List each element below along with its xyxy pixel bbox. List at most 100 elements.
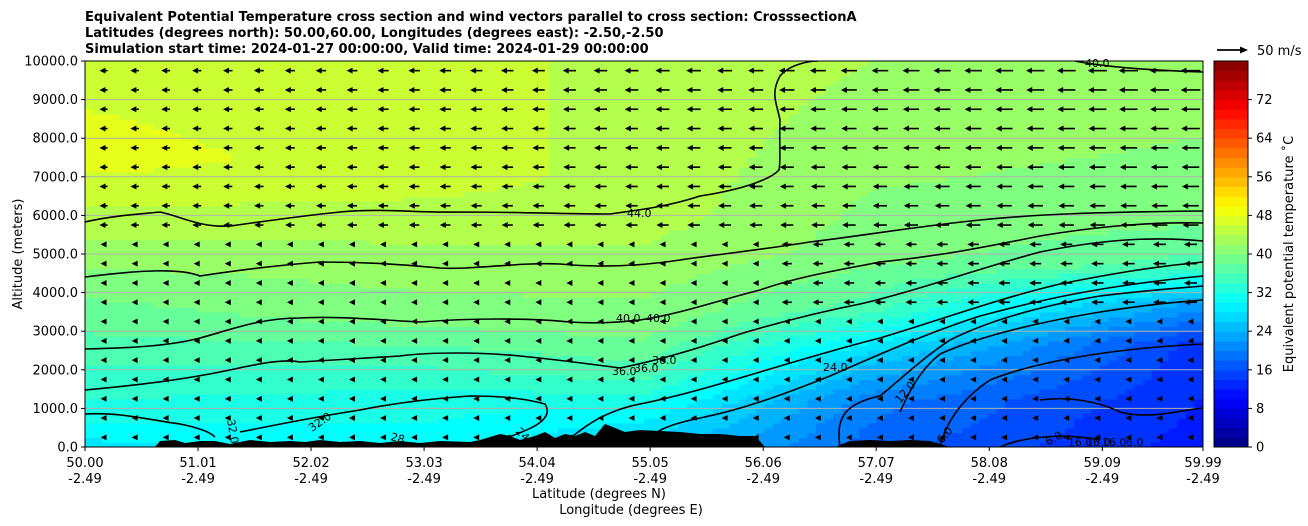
field-cell: [454, 249, 464, 255]
field-cell: [377, 389, 387, 395]
field-cell: [274, 422, 284, 429]
field-cell: [351, 138, 361, 144]
field-cell: [343, 374, 353, 381]
field-cell: [377, 398, 387, 405]
field-cell: [136, 128, 146, 134]
field-cell: [377, 422, 387, 429]
field-cell: [386, 408, 396, 414]
field-cell: [239, 302, 249, 308]
field-cell: [325, 263, 335, 270]
field-cell: [282, 94, 292, 101]
field-cell: [145, 80, 155, 86]
field-cell: [609, 109, 619, 115]
field-cell: [300, 61, 310, 67]
field-cell: [540, 244, 550, 250]
field-cell: [300, 75, 310, 81]
field-cell: [601, 191, 611, 197]
field-cell: [231, 413, 241, 419]
field-cell: [248, 393, 258, 400]
field-cell: [291, 220, 301, 226]
field-cell: [515, 75, 525, 81]
field-cell: [446, 422, 456, 429]
field-cell: [368, 133, 378, 139]
field-cell: [609, 273, 619, 279]
field-cell: [119, 196, 129, 202]
field-cell: [351, 133, 361, 139]
field-cell: [317, 437, 327, 443]
field-cell: [85, 355, 95, 361]
field-cell: [102, 210, 112, 216]
field-cell: [93, 398, 103, 405]
field-cell: [351, 398, 361, 405]
field-cell: [575, 109, 585, 115]
field-cell: [308, 239, 318, 245]
field-cell: [583, 244, 593, 250]
field-cell: [110, 89, 120, 96]
field-cell: [386, 75, 396, 81]
field-cell: [540, 147, 550, 154]
field-cell: [549, 104, 559, 110]
field-cell: [308, 65, 318, 72]
field-cell: [523, 292, 533, 299]
field-cell: [454, 94, 464, 101]
field-cell: [162, 80, 172, 86]
field-cell: [618, 403, 628, 409]
field-cell: [334, 408, 344, 414]
field-cell: [110, 234, 120, 241]
field-cell: [179, 331, 189, 337]
field-cell: [179, 162, 189, 168]
field-cell: [85, 297, 95, 303]
field-cell: [325, 302, 335, 308]
field-cell: [136, 408, 146, 414]
field-cell: [214, 171, 224, 178]
field-cell: [566, 94, 576, 101]
field-cell: [282, 297, 292, 303]
field-cell: [540, 220, 550, 226]
field-cell: [265, 345, 275, 352]
field-cell: [403, 80, 413, 86]
field-cell: [308, 321, 318, 327]
field-cell: [583, 176, 593, 183]
field-cell: [566, 244, 576, 250]
field-cell: [265, 191, 275, 197]
field-cell: [291, 181, 301, 188]
field-cell: [145, 422, 155, 429]
field-cell: [583, 355, 593, 361]
field-cell: [93, 162, 103, 168]
field-cell: [506, 389, 516, 395]
field-cell: [214, 220, 224, 226]
field-cell: [377, 200, 387, 207]
field-cell: [549, 181, 559, 188]
field-cell: [214, 147, 224, 154]
field-cell: [214, 239, 224, 245]
field-cell: [153, 210, 163, 216]
field-cell: [403, 307, 413, 313]
field-cell: [558, 234, 568, 241]
field-cell: [171, 331, 181, 337]
field-cell: [93, 413, 103, 419]
field-cell: [420, 437, 430, 443]
field-cell: [239, 225, 249, 231]
field-cell: [515, 427, 525, 434]
field-cell: [601, 258, 611, 265]
field-cell: [403, 316, 413, 323]
field-cell: [291, 234, 301, 241]
field-cell: [325, 254, 335, 260]
field-cell: [575, 80, 585, 86]
field-cell: [386, 273, 396, 279]
field-cell: [523, 176, 533, 183]
field-cell: [282, 138, 292, 144]
field-cell: [119, 350, 129, 356]
field-cell: [343, 340, 353, 347]
field-cell: [540, 239, 550, 245]
field-cell: [489, 133, 499, 139]
field-cell: [506, 114, 516, 120]
field-cell: [343, 427, 353, 434]
field-cell: [85, 302, 95, 308]
field-cell: [179, 205, 189, 212]
field-cell: [85, 234, 95, 241]
field-cell: [257, 229, 267, 236]
field-cell: [592, 61, 602, 67]
field-cell: [171, 152, 181, 159]
